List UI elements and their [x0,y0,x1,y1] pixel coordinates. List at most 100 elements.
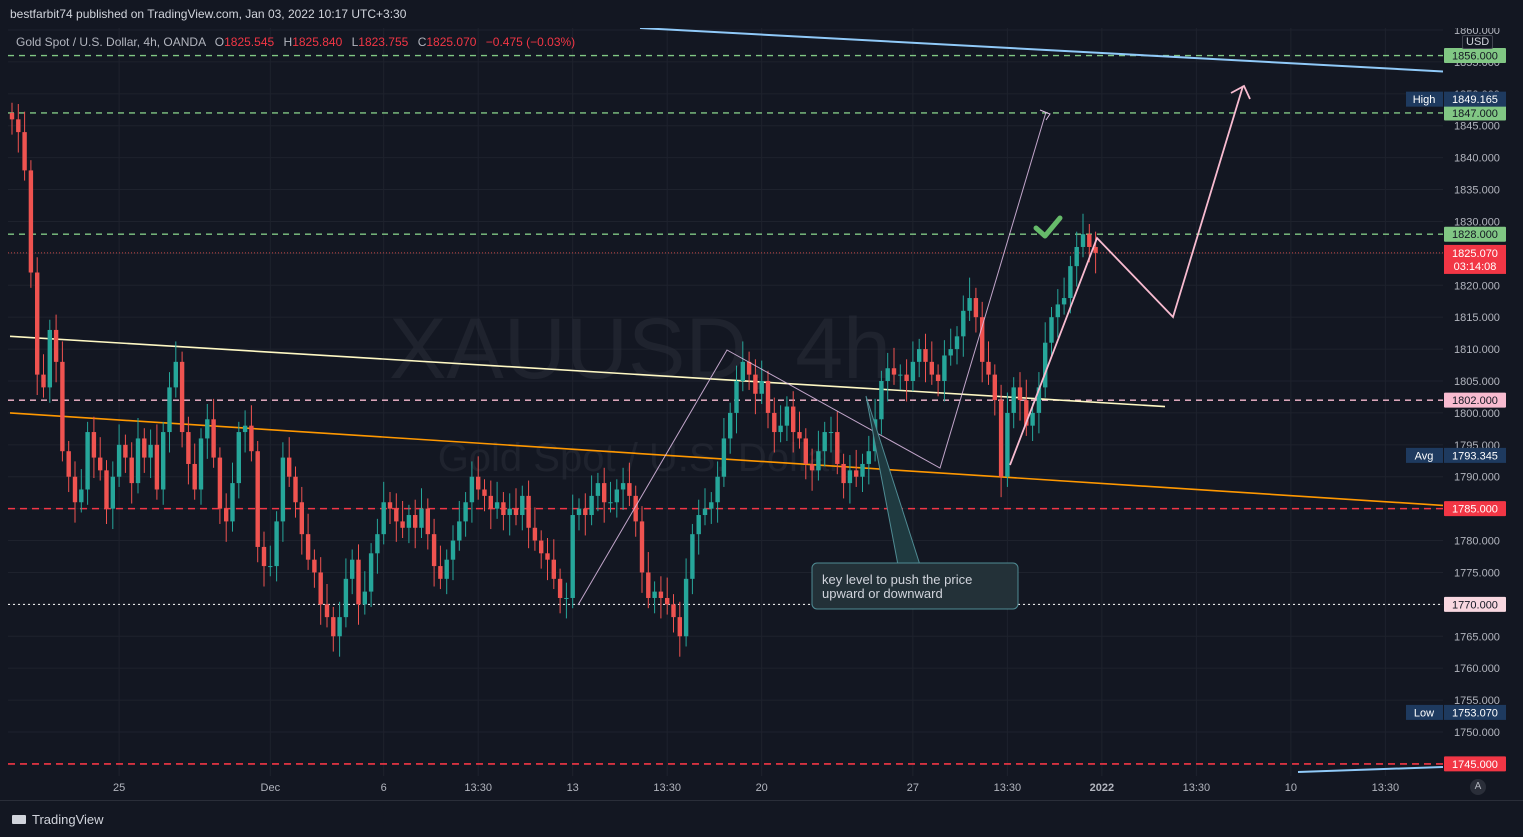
candle-body [614,489,619,503]
tradingview-logo: TradingView [12,812,104,827]
low-value: 1823.755 [358,35,409,49]
candle-body [356,559,361,605]
candle-body [620,483,626,490]
auto-scale-button[interactable]: A [1470,779,1486,795]
callout-text-line1: key level to push the price [822,572,972,587]
candle-body [469,476,475,503]
candle-body [1005,412,1010,477]
time-tick-label: 10 [1285,782,1297,794]
current-price-value: 1825.070 [1452,248,1498,260]
candle-body [992,374,997,401]
tradingview-brand: TradingView [32,812,104,827]
candle-body [167,387,172,433]
publish-header: bestfarbit74 published on TradingView.co… [0,0,1523,28]
candle-body [249,425,254,452]
candle-body [545,553,550,560]
candle-body [394,508,399,522]
open-label: O [214,35,225,49]
candle-body [891,368,897,375]
price-axis: 1750.000 1755.000 1760.000 1765.000 1770.000… [1406,28,1523,800]
candle-body [570,515,575,598]
candle-body [809,463,815,471]
currency-label[interactable]: USD [1462,35,1494,49]
close-value: 1825.070 [426,35,477,49]
candle-body [331,617,336,637]
candle-body [1036,387,1042,413]
candle-body [847,470,853,484]
time-tick-label: 13:30 [1183,782,1211,794]
candle-body [444,559,449,579]
candle-body [539,540,544,554]
price-levels [8,54,1443,765]
candle-body [255,451,260,547]
price-level-tag [1444,105,1506,121]
candle-body [413,515,418,528]
candle-body [1055,304,1060,318]
candle-body [860,463,865,477]
trendlines [9,28,1444,773]
marker-value: 1849.165 [1452,94,1498,106]
candle-body [803,438,808,464]
candle-body [16,119,21,133]
price-tick-label: 1750.000 [1454,727,1500,739]
candle-body [135,438,141,484]
candle-body [299,502,304,535]
candle-body [425,508,430,535]
candle-body [28,170,34,273]
open-value: 1825.545 [224,35,275,49]
time-tick-label: 13 [567,782,579,794]
time-tick-label: 20 [756,782,768,794]
candle-body [1043,342,1048,388]
time-tick-label: 13:30 [994,782,1022,794]
candle-body [192,463,197,490]
price-tick-label: 1845.000 [1454,121,1500,133]
time-tick-label: 13:30 [653,782,681,794]
marker-tag-box [1406,447,1443,463]
candle-body [375,534,380,554]
candle-body [230,483,235,522]
high-value: 1825.840 [292,35,343,49]
candle-body [1074,246,1079,267]
symbol-legend: Gold Spot / U.S. Dollar, 4h, OANDA O1825… [16,35,575,49]
candle-body [337,617,342,637]
candle-body [1030,412,1035,426]
price-tick-label: 1835.000 [1454,185,1500,197]
candle-body [242,425,248,433]
candle-body [595,483,601,496]
candle-body [280,457,286,522]
candle-body [633,495,638,522]
price-tick-label: 1780.000 [1454,536,1500,548]
candle-body [576,508,582,516]
candle-body [312,559,317,573]
candle-body [702,508,708,516]
candle-body [350,559,355,579]
candle-body [47,329,52,388]
candle-body [463,502,468,522]
time-tick-label: 13:30 [464,782,492,794]
price-chart[interactable]: XAUUSD, 4h Gold Spot / U.S. Dollar key le… [0,28,1523,800]
time-tick-label: 2022 [1090,782,1114,794]
low-label: L [351,35,359,49]
candle-body [457,521,462,541]
candle-body [142,438,147,458]
price-tick-label: 1820.000 [1454,280,1500,292]
candle-body [287,457,292,477]
candle-body [104,470,109,509]
price-level-tag-label: 1802.000 [1452,395,1498,407]
price-projection-path [1009,85,1244,466]
candle-body [602,483,607,503]
candle-body [696,515,701,535]
candle-body [557,578,563,598]
candle-body [79,489,84,503]
candle-body [318,572,323,605]
candle-body [387,502,393,509]
candle-body [186,432,191,464]
candle-body [381,502,386,535]
callout-box [811,562,1019,610]
candle-body [224,508,229,522]
candle-body [740,361,745,381]
publisher-info: bestfarbit74 published on TradingView.co… [10,7,407,21]
price-axis-bg [1443,28,1523,800]
candle-body [72,476,78,503]
candle-body [841,463,846,484]
